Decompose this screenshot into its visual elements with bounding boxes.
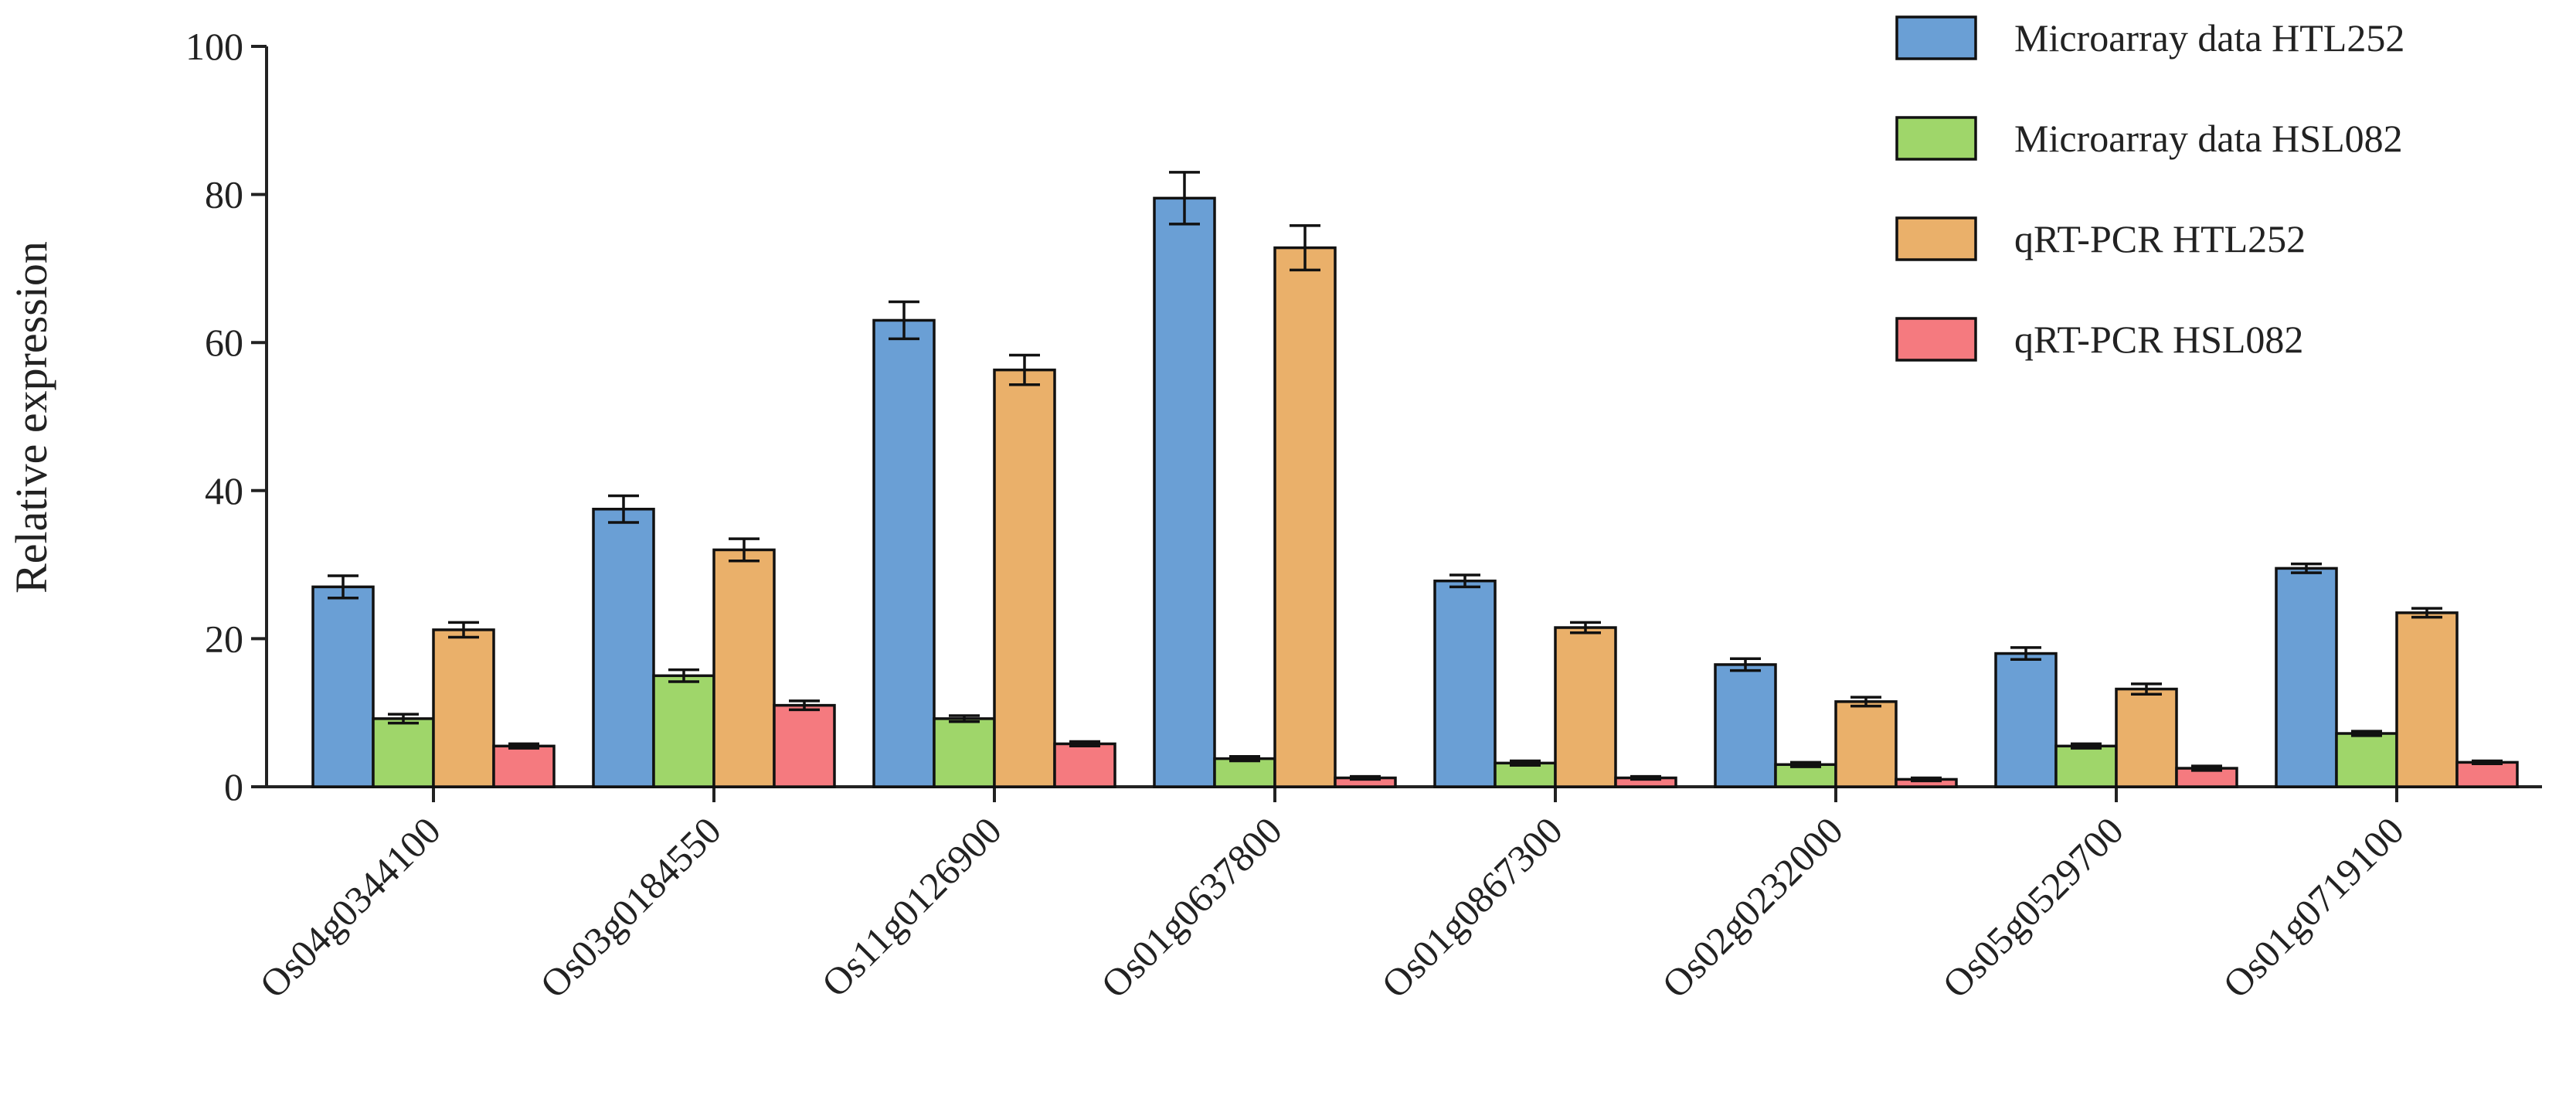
bar	[1554, 626, 1617, 788]
x-tick-label: Os03g0184550	[532, 808, 729, 1006]
error-bars-layer	[328, 171, 2503, 783]
bar	[2455, 760, 2519, 788]
bar	[993, 368, 1056, 788]
legend: Microarray data HTL252 Microarray data HS…	[1895, 15, 2404, 362]
legend-swatch	[1895, 216, 1977, 261]
y-axis-label: Relative expression	[6, 241, 56, 594]
bar	[2054, 744, 2118, 788]
bar	[773, 703, 836, 788]
x-tick-label: Os01g0867300	[1373, 808, 1571, 1006]
bar	[372, 717, 435, 788]
bar	[311, 585, 375, 788]
bar	[592, 508, 655, 788]
bar	[432, 628, 495, 788]
bar	[652, 674, 715, 788]
x-tick-labels: Os04g0344100 Os03g0184550 Os11g0126900 Os01…	[251, 808, 2412, 1006]
y-tick-label: 0	[224, 765, 243, 808]
y-tick-label: 20	[205, 617, 243, 660]
x-tick-label: Os04g0344100	[251, 808, 449, 1006]
bars-layer	[311, 196, 2519, 788]
bar	[2275, 567, 2338, 788]
legend-label: Microarray data HSL082	[2014, 117, 2403, 160]
legend-label: Microarray data HTL252	[2014, 16, 2404, 60]
bar	[2335, 732, 2398, 788]
legend-label: qRT-PCR HTL252	[2014, 217, 2306, 260]
bar	[933, 717, 996, 788]
legend-swatch	[1895, 15, 1977, 60]
bar	[492, 744, 556, 788]
bar	[1153, 196, 1216, 788]
x-tick-label: Os02g0232000	[1653, 808, 1851, 1006]
bar	[2395, 611, 2459, 788]
bar	[1213, 757, 1276, 788]
bar	[712, 548, 776, 788]
legend-swatch	[1895, 317, 1977, 362]
bar	[2115, 687, 2178, 788]
y-tick-label: 40	[205, 469, 243, 512]
x-tick-label: Os01g0719100	[2214, 808, 2412, 1006]
y-tick-label: 80	[205, 173, 243, 216]
legend-swatch	[1895, 116, 1977, 161]
x-tick-label: Os01g0637800	[1093, 808, 1290, 1006]
bar	[1834, 700, 1898, 788]
y-tick-label: 100	[185, 25, 243, 68]
y-tick-label: 60	[205, 321, 243, 364]
bar	[1994, 652, 2058, 788]
legend-label: qRT-PCR HSL082	[2014, 318, 2303, 361]
x-tick-label: Os11g0126900	[813, 808, 1009, 1005]
bar	[1433, 579, 1497, 788]
x-tick-label: Os05g0529700	[1934, 808, 2132, 1006]
bar	[1714, 663, 1777, 788]
bar	[1053, 742, 1116, 788]
bar	[1273, 246, 1337, 788]
bar	[872, 318, 936, 788]
